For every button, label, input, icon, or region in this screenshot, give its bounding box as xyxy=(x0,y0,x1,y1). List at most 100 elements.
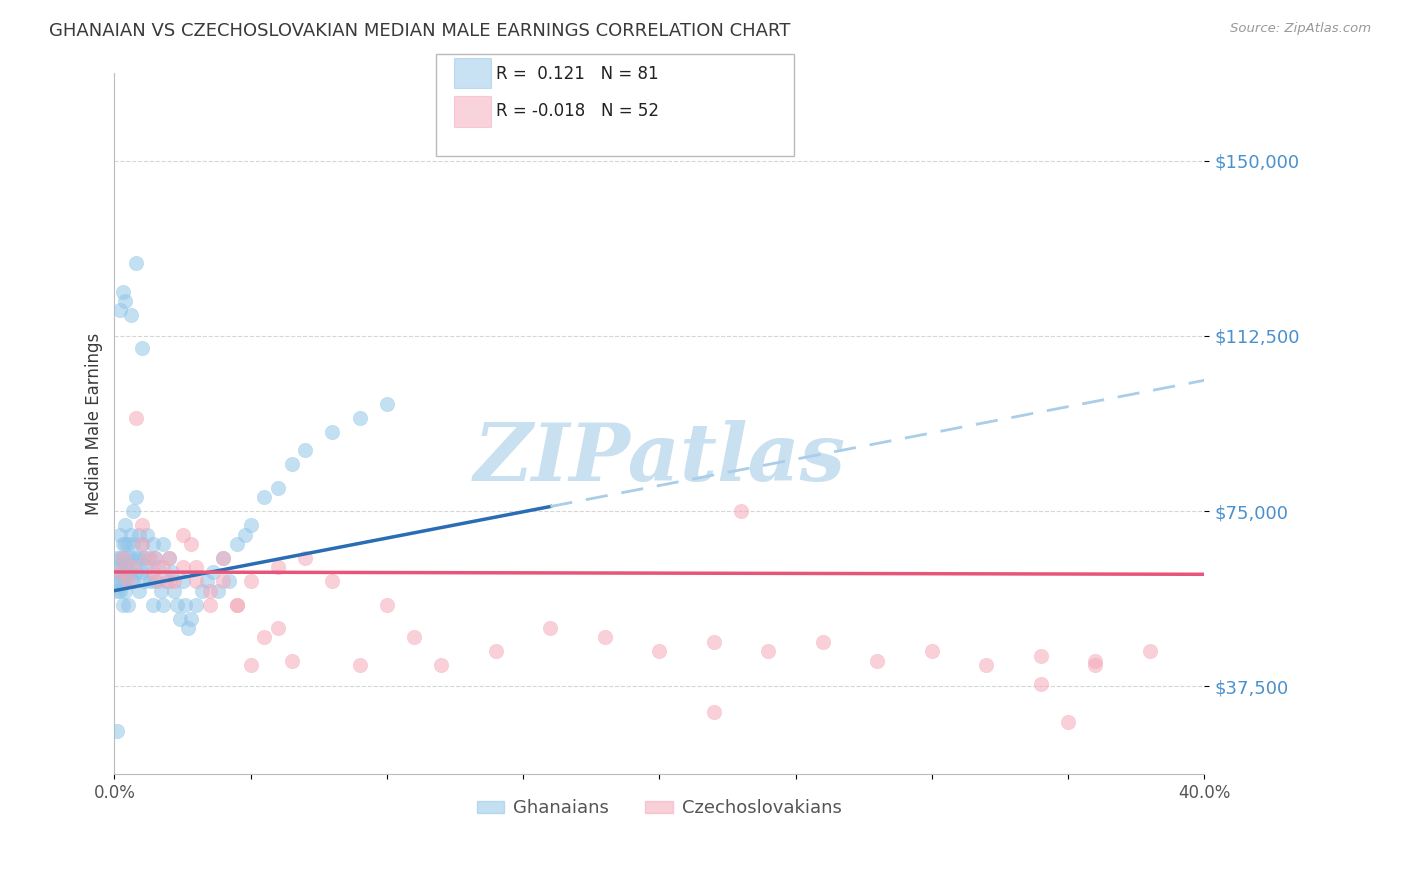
Point xyxy=(207,583,229,598)
Point xyxy=(190,583,212,598)
Point xyxy=(280,654,302,668)
Point xyxy=(136,550,159,565)
Point xyxy=(146,574,169,589)
Point xyxy=(186,574,208,589)
Point xyxy=(125,550,148,565)
Point xyxy=(267,621,290,635)
Point xyxy=(866,654,889,668)
Point xyxy=(218,574,240,589)
Point xyxy=(226,537,249,551)
Point xyxy=(152,598,174,612)
Point xyxy=(1029,649,1052,664)
Point xyxy=(186,598,208,612)
Point xyxy=(172,527,194,541)
Point xyxy=(212,550,235,565)
Point xyxy=(267,560,290,574)
Point xyxy=(120,574,142,589)
Point xyxy=(105,574,128,589)
Point xyxy=(921,644,943,658)
Point xyxy=(134,550,156,565)
Point xyxy=(117,598,139,612)
Point xyxy=(125,256,148,270)
Point xyxy=(142,537,165,551)
Point xyxy=(172,560,194,574)
Legend: Ghanaians, Czechoslovakians: Ghanaians, Czechoslovakians xyxy=(470,792,849,825)
Point xyxy=(131,565,153,579)
Point xyxy=(114,583,136,598)
Point xyxy=(811,635,834,649)
Point xyxy=(321,425,343,439)
Point xyxy=(226,598,249,612)
Point xyxy=(294,550,316,565)
Point xyxy=(143,550,166,565)
Point xyxy=(143,574,166,589)
Point xyxy=(125,410,148,425)
Point xyxy=(152,537,174,551)
Point xyxy=(201,565,224,579)
Point xyxy=(122,560,145,574)
Text: GHANAIAN VS CZECHOSLOVAKIAN MEDIAN MALE EARNINGS CORRELATION CHART: GHANAIAN VS CZECHOSLOVAKIAN MEDIAN MALE … xyxy=(49,22,790,40)
Text: R =  0.121   N = 81: R = 0.121 N = 81 xyxy=(496,65,659,83)
Point xyxy=(172,574,194,589)
Point xyxy=(122,537,145,551)
Point xyxy=(404,631,426,645)
Point xyxy=(125,565,148,579)
Point xyxy=(105,550,128,565)
Point xyxy=(105,565,128,579)
Point xyxy=(239,574,262,589)
Point xyxy=(163,583,186,598)
Point xyxy=(157,550,180,565)
Point xyxy=(160,565,183,579)
Point xyxy=(114,574,136,589)
Point xyxy=(111,574,134,589)
Point xyxy=(198,583,221,598)
Point xyxy=(703,705,725,719)
Point xyxy=(174,598,197,612)
Point xyxy=(108,560,131,574)
Point xyxy=(485,644,508,658)
Point xyxy=(180,537,202,551)
Point xyxy=(157,574,180,589)
Point xyxy=(976,658,998,673)
Point xyxy=(120,550,142,565)
Point xyxy=(131,518,153,533)
Point xyxy=(212,574,235,589)
Text: Source: ZipAtlas.com: Source: ZipAtlas.com xyxy=(1230,22,1371,36)
Point xyxy=(166,598,188,612)
Point xyxy=(111,550,134,565)
Point xyxy=(155,574,177,589)
Point xyxy=(108,583,131,598)
Point xyxy=(280,458,302,472)
Point xyxy=(195,574,218,589)
Point xyxy=(108,565,131,579)
Point xyxy=(128,583,150,598)
Point xyxy=(430,658,453,673)
Point xyxy=(177,621,200,635)
Y-axis label: Median Male Earnings: Median Male Earnings xyxy=(86,333,103,515)
Point xyxy=(163,574,186,589)
Point xyxy=(114,293,136,308)
Point xyxy=(212,550,235,565)
Point xyxy=(180,612,202,626)
Text: ZIPatlas: ZIPatlas xyxy=(474,420,845,498)
Point xyxy=(186,560,208,574)
Point xyxy=(117,550,139,565)
Point xyxy=(120,527,142,541)
Point xyxy=(111,598,134,612)
Point xyxy=(1139,644,1161,658)
Point xyxy=(125,490,148,504)
Point xyxy=(117,537,139,551)
Point xyxy=(114,518,136,533)
Point xyxy=(108,550,131,565)
Point xyxy=(131,537,153,551)
Point xyxy=(117,574,139,589)
Point xyxy=(152,560,174,574)
Point xyxy=(1057,714,1080,729)
Point xyxy=(134,574,156,589)
Point xyxy=(128,527,150,541)
Point xyxy=(593,631,616,645)
Point xyxy=(648,644,671,658)
Point xyxy=(136,527,159,541)
Point xyxy=(321,574,343,589)
Point xyxy=(1084,658,1107,673)
